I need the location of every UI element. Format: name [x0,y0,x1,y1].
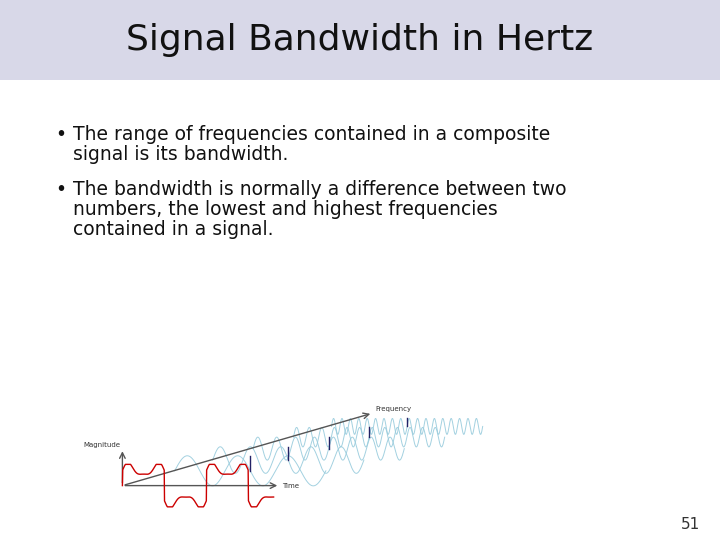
Text: signal is its bandwidth.: signal is its bandwidth. [73,145,289,164]
Text: The range of frequencies contained in a composite: The range of frequencies contained in a … [73,125,550,144]
Text: •: • [55,180,66,199]
Text: •: • [55,125,66,144]
Text: numbers, the lowest and highest frequencies: numbers, the lowest and highest frequenc… [73,200,498,219]
Text: Signal Bandwidth in Hertz: Signal Bandwidth in Hertz [127,23,593,57]
Text: Time: Time [282,483,300,489]
Text: 51: 51 [680,517,700,532]
Text: Magnitude: Magnitude [84,442,120,448]
Text: The bandwidth is normally a difference between two: The bandwidth is normally a difference b… [73,180,567,199]
Text: Frequency: Frequency [375,406,411,412]
Bar [0,0,720,80]
Text: contained in a signal.: contained in a signal. [73,220,274,239]
